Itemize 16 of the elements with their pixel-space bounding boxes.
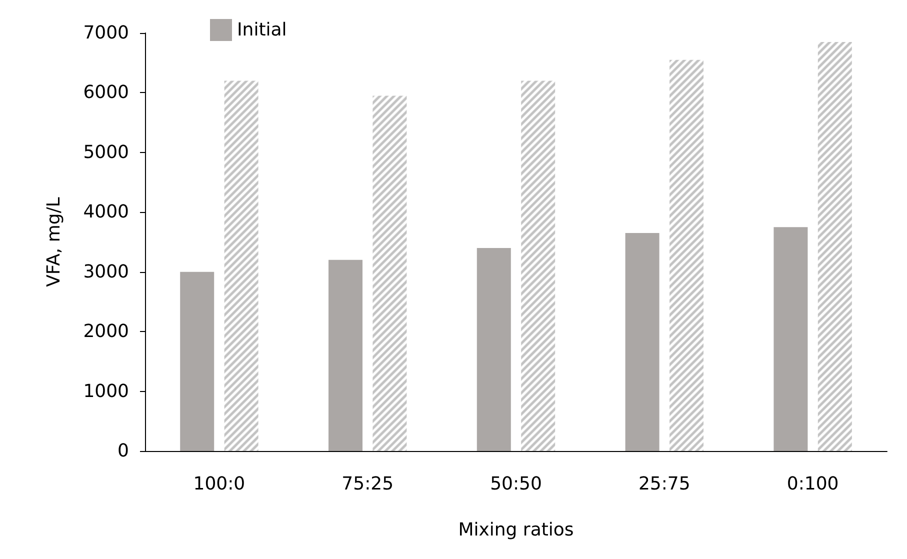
y-tick-label: 3000 [83,261,129,282]
y-tick-label: 2000 [83,321,129,342]
x-tick-label: 100:0 [193,474,246,494]
y-tick-label: 0 [118,440,129,462]
x-tick-label: 75:25 [342,474,394,494]
y-tick-label: 5000 [83,142,129,163]
y-tick-label: 7000 [83,22,129,44]
y-axis-title: VFA, mg/L [44,197,64,287]
legend-label: Initial [237,20,287,40]
y-tick-label: 6000 [83,82,129,104]
y-tick-label: 1000 [83,380,129,402]
y-tick-label: 4000 [83,202,129,223]
x-axis-title: Mixing ratios [458,520,574,540]
x-tick-label: 25:75 [638,474,690,494]
x-tick-label: 0:100 [786,474,839,494]
x-tick-label: 50:50 [490,474,542,494]
